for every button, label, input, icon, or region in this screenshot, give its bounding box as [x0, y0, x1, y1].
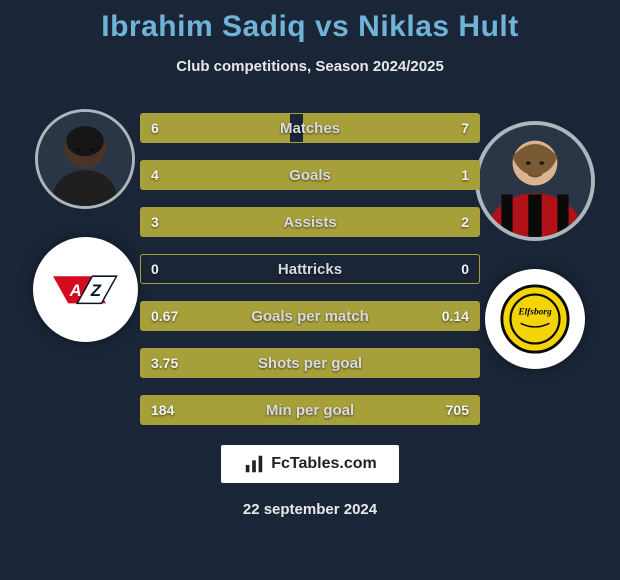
svg-text:Elfsborg: Elfsborg: [517, 308, 552, 318]
player-left-club-badge: A Z: [33, 237, 138, 342]
stat-label: Shots per goal: [141, 355, 479, 372]
stat-row: 41Goals: [140, 160, 480, 190]
bar-chart-icon: [243, 453, 265, 475]
stat-label: Matches: [141, 120, 479, 137]
stat-row: 00Hattricks: [140, 254, 480, 284]
stat-row: 67Matches: [140, 113, 480, 143]
stat-row: 0.670.14Goals per match: [140, 301, 480, 331]
stat-label: Min per goal: [141, 402, 479, 419]
right-side-column: Elfsborg: [480, 103, 590, 369]
stats-column: 67Matches 41Goals 32Assists 00Hattricks 0.67…: [140, 103, 480, 425]
person-silhouette-icon: [479, 125, 591, 237]
elfsborg-logo-icon: Elfsborg: [499, 283, 571, 355]
main-row: A Z 67Matches 41Goals 32Assists 00Hattricks…: [10, 103, 610, 425]
subtitle: Club competitions, Season 2024/2025: [176, 58, 444, 75]
date-label: 22 september 2024: [243, 501, 377, 518]
stat-row: 184705Min per goal: [140, 395, 480, 425]
left-side-column: A Z: [30, 103, 140, 342]
player-left-avatar: [35, 109, 135, 209]
stat-row: 3.75Shots per goal: [140, 348, 480, 378]
brand-text: FcTables.com: [271, 455, 377, 473]
player-right-club-badge: Elfsborg: [485, 269, 585, 369]
svg-text:Z: Z: [90, 281, 102, 300]
stat-label: Goals: [141, 167, 479, 184]
stat-label: Goals per match: [141, 308, 479, 325]
brand-badge: FcTables.com: [221, 445, 399, 483]
stat-row: 32Assists: [140, 207, 480, 237]
player-right-avatar: [475, 121, 595, 241]
stat-label: Assists: [141, 214, 479, 231]
page-title: Ibrahim Sadiq vs Niklas Hult: [101, 10, 518, 44]
svg-text:A: A: [69, 281, 82, 300]
stat-label: Hattricks: [141, 261, 479, 278]
footer: FcTables.com 22 september 2024: [221, 445, 399, 518]
az-logo-icon: A Z: [47, 252, 123, 328]
comparison-card: Ibrahim Sadiq vs Niklas Hult Club compet…: [0, 0, 620, 580]
person-silhouette-icon: [38, 112, 132, 206]
